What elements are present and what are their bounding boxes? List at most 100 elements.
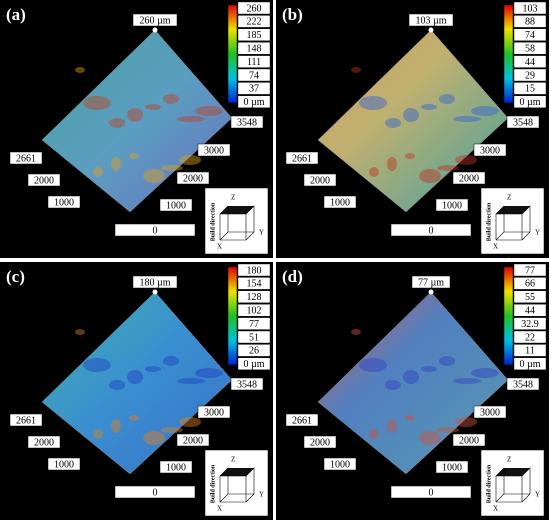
panel: 77 µm (d) 77 66 55 44 32.9 22 11 0 µm 3548 3000 2000… [276, 262, 549, 520]
surface-feature [403, 370, 419, 384]
scale-label: 51 [249, 332, 259, 343]
axis-y: Y [259, 229, 264, 237]
cube [219, 467, 255, 503]
panel: 260 µm (a) 260 222 185 148 111 74 37 0 µm 3548 3000… [0, 0, 273, 258]
axis-label: 2661 [16, 415, 36, 426]
scale-box [513, 42, 547, 55]
axis-label: 3000 [480, 145, 500, 156]
axis-label: 2000 [459, 435, 479, 446]
scale-label: 44 [525, 57, 535, 68]
axis-label-box [176, 171, 210, 185]
axis-x: X [493, 243, 498, 251]
axis-label: 0 [153, 225, 158, 236]
axis-x: X [217, 243, 222, 251]
color-bar [503, 266, 514, 366]
surface-feature [419, 169, 441, 183]
axis-y: Y [535, 229, 540, 237]
surface-feature [109, 380, 125, 390]
surface-feature [359, 96, 387, 110]
surface-feature [127, 108, 143, 122]
scale-label: 185 [247, 30, 262, 41]
scale-box [237, 304, 271, 317]
surface-feature [437, 165, 459, 171]
scale-label: 103 [523, 3, 538, 14]
axis-label-box [323, 457, 357, 471]
surface [317, 29, 509, 213]
scale-label: 29 [525, 70, 535, 81]
panel-label: (c) [6, 267, 25, 286]
surface-feature [471, 368, 499, 378]
inset [480, 187, 545, 255]
peak-label: 77 µm [418, 277, 444, 288]
surface-feature [405, 415, 415, 421]
axis-x: X [493, 505, 498, 513]
scale-label: 180 [247, 265, 262, 276]
surface-feature [83, 358, 111, 372]
scale-box [237, 15, 271, 28]
axis-label-box [176, 433, 210, 447]
color-bar [227, 266, 238, 366]
axis-label-box [452, 433, 486, 447]
surface-feature [127, 370, 143, 384]
color-bar [227, 4, 238, 104]
axis-label: 1000 [166, 200, 186, 211]
surface-feature [177, 378, 205, 384]
axis-label-box [435, 198, 469, 212]
axis-label: 1000 [330, 459, 350, 470]
scale-label: 15 [525, 84, 535, 95]
scale-label: 32.9 [521, 319, 539, 330]
axis-label: 1000 [442, 462, 462, 473]
axis-label-box [47, 195, 81, 209]
surface-feature [93, 167, 103, 177]
color-bar [503, 4, 514, 104]
surface-feature [145, 104, 161, 110]
surface-feature [439, 356, 455, 366]
surface-feature [111, 419, 121, 433]
scale-box [513, 15, 547, 28]
axis-label-box [230, 115, 264, 129]
surface-feature [109, 118, 125, 128]
axis-label-box [452, 171, 486, 185]
scale-box [237, 344, 271, 357]
panel-label: (d) [282, 267, 303, 286]
axis-label: 2661 [292, 415, 312, 426]
surface-feature [161, 165, 183, 171]
surface-feature [369, 429, 379, 439]
surface-feature [369, 167, 379, 177]
axis-label-box [9, 413, 43, 427]
scale-label: 74 [249, 70, 259, 81]
axis-label: 1000 [166, 462, 186, 473]
axis-label-box [506, 377, 540, 391]
scale-box [237, 42, 271, 55]
surface-feature [93, 429, 103, 439]
axis-label-box [230, 377, 264, 391]
scale-label: 260 [247, 3, 262, 14]
surface-feature [143, 431, 165, 445]
cube-top [496, 468, 530, 476]
surface-feature [179, 417, 201, 427]
inset [480, 449, 545, 517]
axis-label-box [197, 143, 231, 157]
scale-box [513, 55, 547, 68]
scale-box [513, 317, 547, 330]
scale-box [237, 317, 271, 330]
panel: 180 µm (c) 180 154 128 102 77 51 26 0 µm 3548 3000 2… [0, 262, 273, 520]
peak-label: 180 µm [139, 277, 170, 288]
axis-label: 3548 [237, 379, 257, 390]
scale-label: 0 µm [519, 97, 540, 108]
surface-feature [455, 155, 477, 165]
scale-box [513, 304, 547, 317]
scale-label: 22 [525, 332, 535, 343]
scale-box [237, 55, 271, 68]
scale-box [237, 28, 271, 41]
cube-top [220, 468, 254, 476]
axis-label: 0 [429, 487, 434, 498]
inset [204, 187, 269, 255]
axis-z: Z [231, 194, 235, 202]
axis-label: 1000 [442, 200, 462, 211]
scale-label: 102 [247, 305, 262, 316]
surface-feature [471, 106, 499, 116]
inset [204, 449, 269, 517]
axis-label-box [285, 151, 319, 165]
scale-box [513, 330, 547, 344]
